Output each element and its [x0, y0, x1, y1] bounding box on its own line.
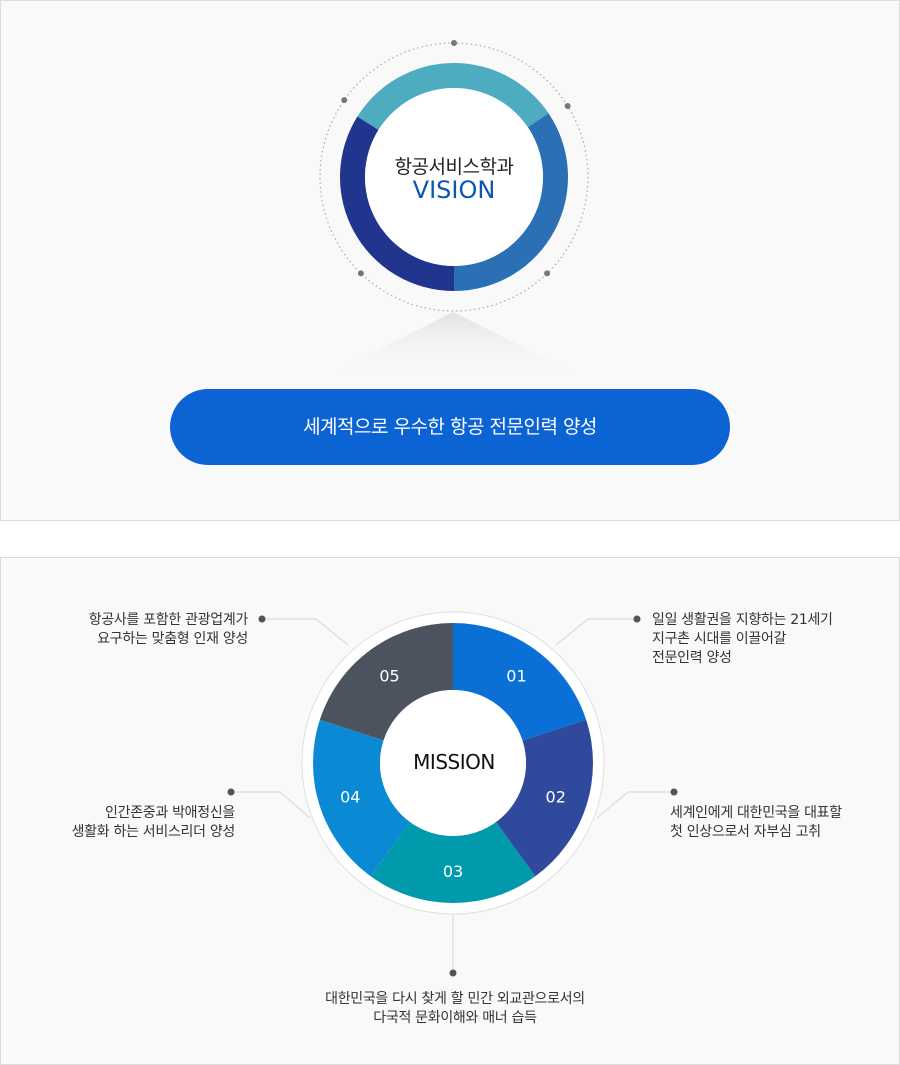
- connector-line: [596, 791, 674, 819]
- connector-line: [231, 791, 311, 819]
- vision-ring-segment: [357, 63, 549, 130]
- mission-segment-number: 02: [546, 787, 566, 806]
- mission-text-04: 인간존중과 박애정신을 생활화 하는 서비스리더 양성: [20, 804, 236, 842]
- text-line: 첫 인상으로서 자부심 고취: [670, 824, 821, 840]
- department-name: 항공서비스학과: [394, 156, 514, 178]
- text-line: 대한민국을 다시 찾게 할 민간 외교관으로서의: [325, 991, 585, 1007]
- mission-text-01: 일일 생활권을 지향하는 21세기 지구촌 시대를 이끌어갈 전문인력 양성: [652, 611, 833, 668]
- mission-segment-04: [313, 719, 411, 877]
- mission-segment-number: 04: [340, 787, 360, 806]
- mission-segment-number: 01: [506, 667, 526, 686]
- text-line: 전문인력 양성: [652, 650, 732, 666]
- mission-label: MISSION: [413, 750, 495, 774]
- connector-dot: [633, 615, 641, 623]
- orbit-dot: [341, 97, 348, 104]
- orbit-dot: [564, 102, 571, 109]
- mission-segment-02: [495, 719, 593, 877]
- orbit-dot: [451, 40, 457, 46]
- mission-segment-number: 05: [379, 667, 399, 686]
- vision-label: VISION: [412, 176, 496, 204]
- text-line: 다국적 문화이해와 매너 습득: [373, 1010, 537, 1026]
- connector-dot: [670, 788, 678, 796]
- connector-line: [262, 618, 349, 646]
- text-line: 지구촌 시대를 이끌어갈: [652, 631, 787, 647]
- text-line: 생활화 하는 서비스리더 양성: [71, 824, 236, 840]
- mission-segment-05: [319, 623, 453, 741]
- connector-dot: [449, 969, 457, 977]
- mission-center: [380, 690, 526, 836]
- connector-dot: [227, 788, 235, 796]
- mission-segment-01: [453, 623, 587, 741]
- connector-line: [555, 618, 637, 646]
- mission-text-05: 항공사를 포함한 관광업계가 요구하는 맞춤형 인재 양성: [20, 611, 249, 649]
- text-line: 일일 생활권을 지향하는 21세기: [652, 612, 833, 628]
- vision-center: [365, 88, 543, 266]
- vision-ring-segment: [454, 113, 568, 291]
- connector-dot: [258, 615, 266, 623]
- text-line: 세계인에게 대한민국을 대표할: [670, 805, 842, 821]
- mission-segment-number: 03: [443, 862, 463, 881]
- text-line: 항공사를 포함한 관광업계가: [88, 612, 249, 628]
- vision-statement-banner: 세계적으로 우수한 항공 전문인력 양성: [170, 389, 730, 465]
- text-line: 인간존중과 박애정신을: [105, 805, 235, 821]
- mission-segment-03: [370, 822, 536, 903]
- vision-ring-segment: [339, 116, 454, 291]
- orbit-dot: [544, 270, 551, 277]
- mission-text-03: 대한민국을 다시 찾게 할 민간 외교관으로서의 다국적 문화이해와 매너 습득: [250, 990, 660, 1028]
- banner-shadow: [320, 312, 590, 380]
- mission-text-02: 세계인에게 대한민국을 대표할 첫 인상으로서 자부심 고취: [670, 804, 842, 842]
- text-line: 요구하는 맞춤형 인재 양성: [97, 631, 248, 647]
- orbit-dot: [357, 270, 364, 277]
